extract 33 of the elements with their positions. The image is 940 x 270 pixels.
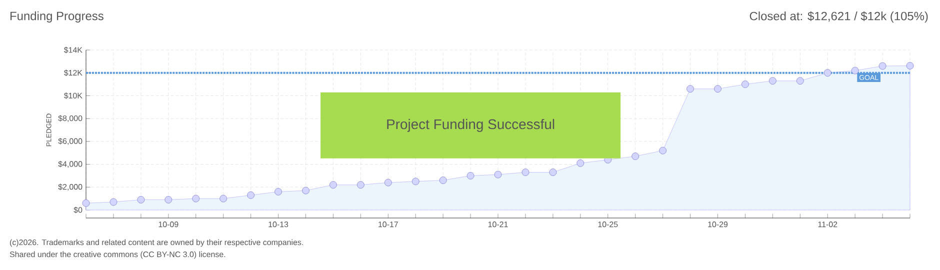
point: [796, 77, 804, 85]
point: [466, 172, 474, 180]
point: [137, 196, 145, 204]
point: [494, 170, 502, 178]
point: [659, 146, 666, 154]
point: [906, 62, 914, 70]
point: [768, 77, 776, 85]
point: [384, 178, 392, 186]
point: [302, 186, 310, 194]
point: [110, 198, 118, 206]
point: [82, 199, 90, 207]
annotation: Project Funding Successful: [387, 118, 554, 132]
point: [742, 80, 749, 88]
point: [412, 178, 420, 186]
point: [549, 168, 557, 176]
point: [878, 62, 886, 70]
point: [247, 191, 254, 199]
point: [330, 181, 337, 189]
point: [274, 188, 282, 196]
point: [522, 168, 530, 176]
point: [686, 85, 694, 93]
point: [439, 176, 447, 184]
chart-title: Funding Progress: [10, 11, 104, 23]
point: [632, 152, 640, 160]
point: [192, 194, 200, 202]
point: [220, 194, 228, 202]
point: [824, 69, 832, 77]
point: [851, 66, 859, 74]
point: [576, 159, 584, 167]
point: [714, 85, 722, 93]
point: [164, 196, 172, 204]
point: [356, 181, 364, 189]
chart-subtitle: Closed at: $12,621 / $12k (105%): [750, 11, 928, 23]
